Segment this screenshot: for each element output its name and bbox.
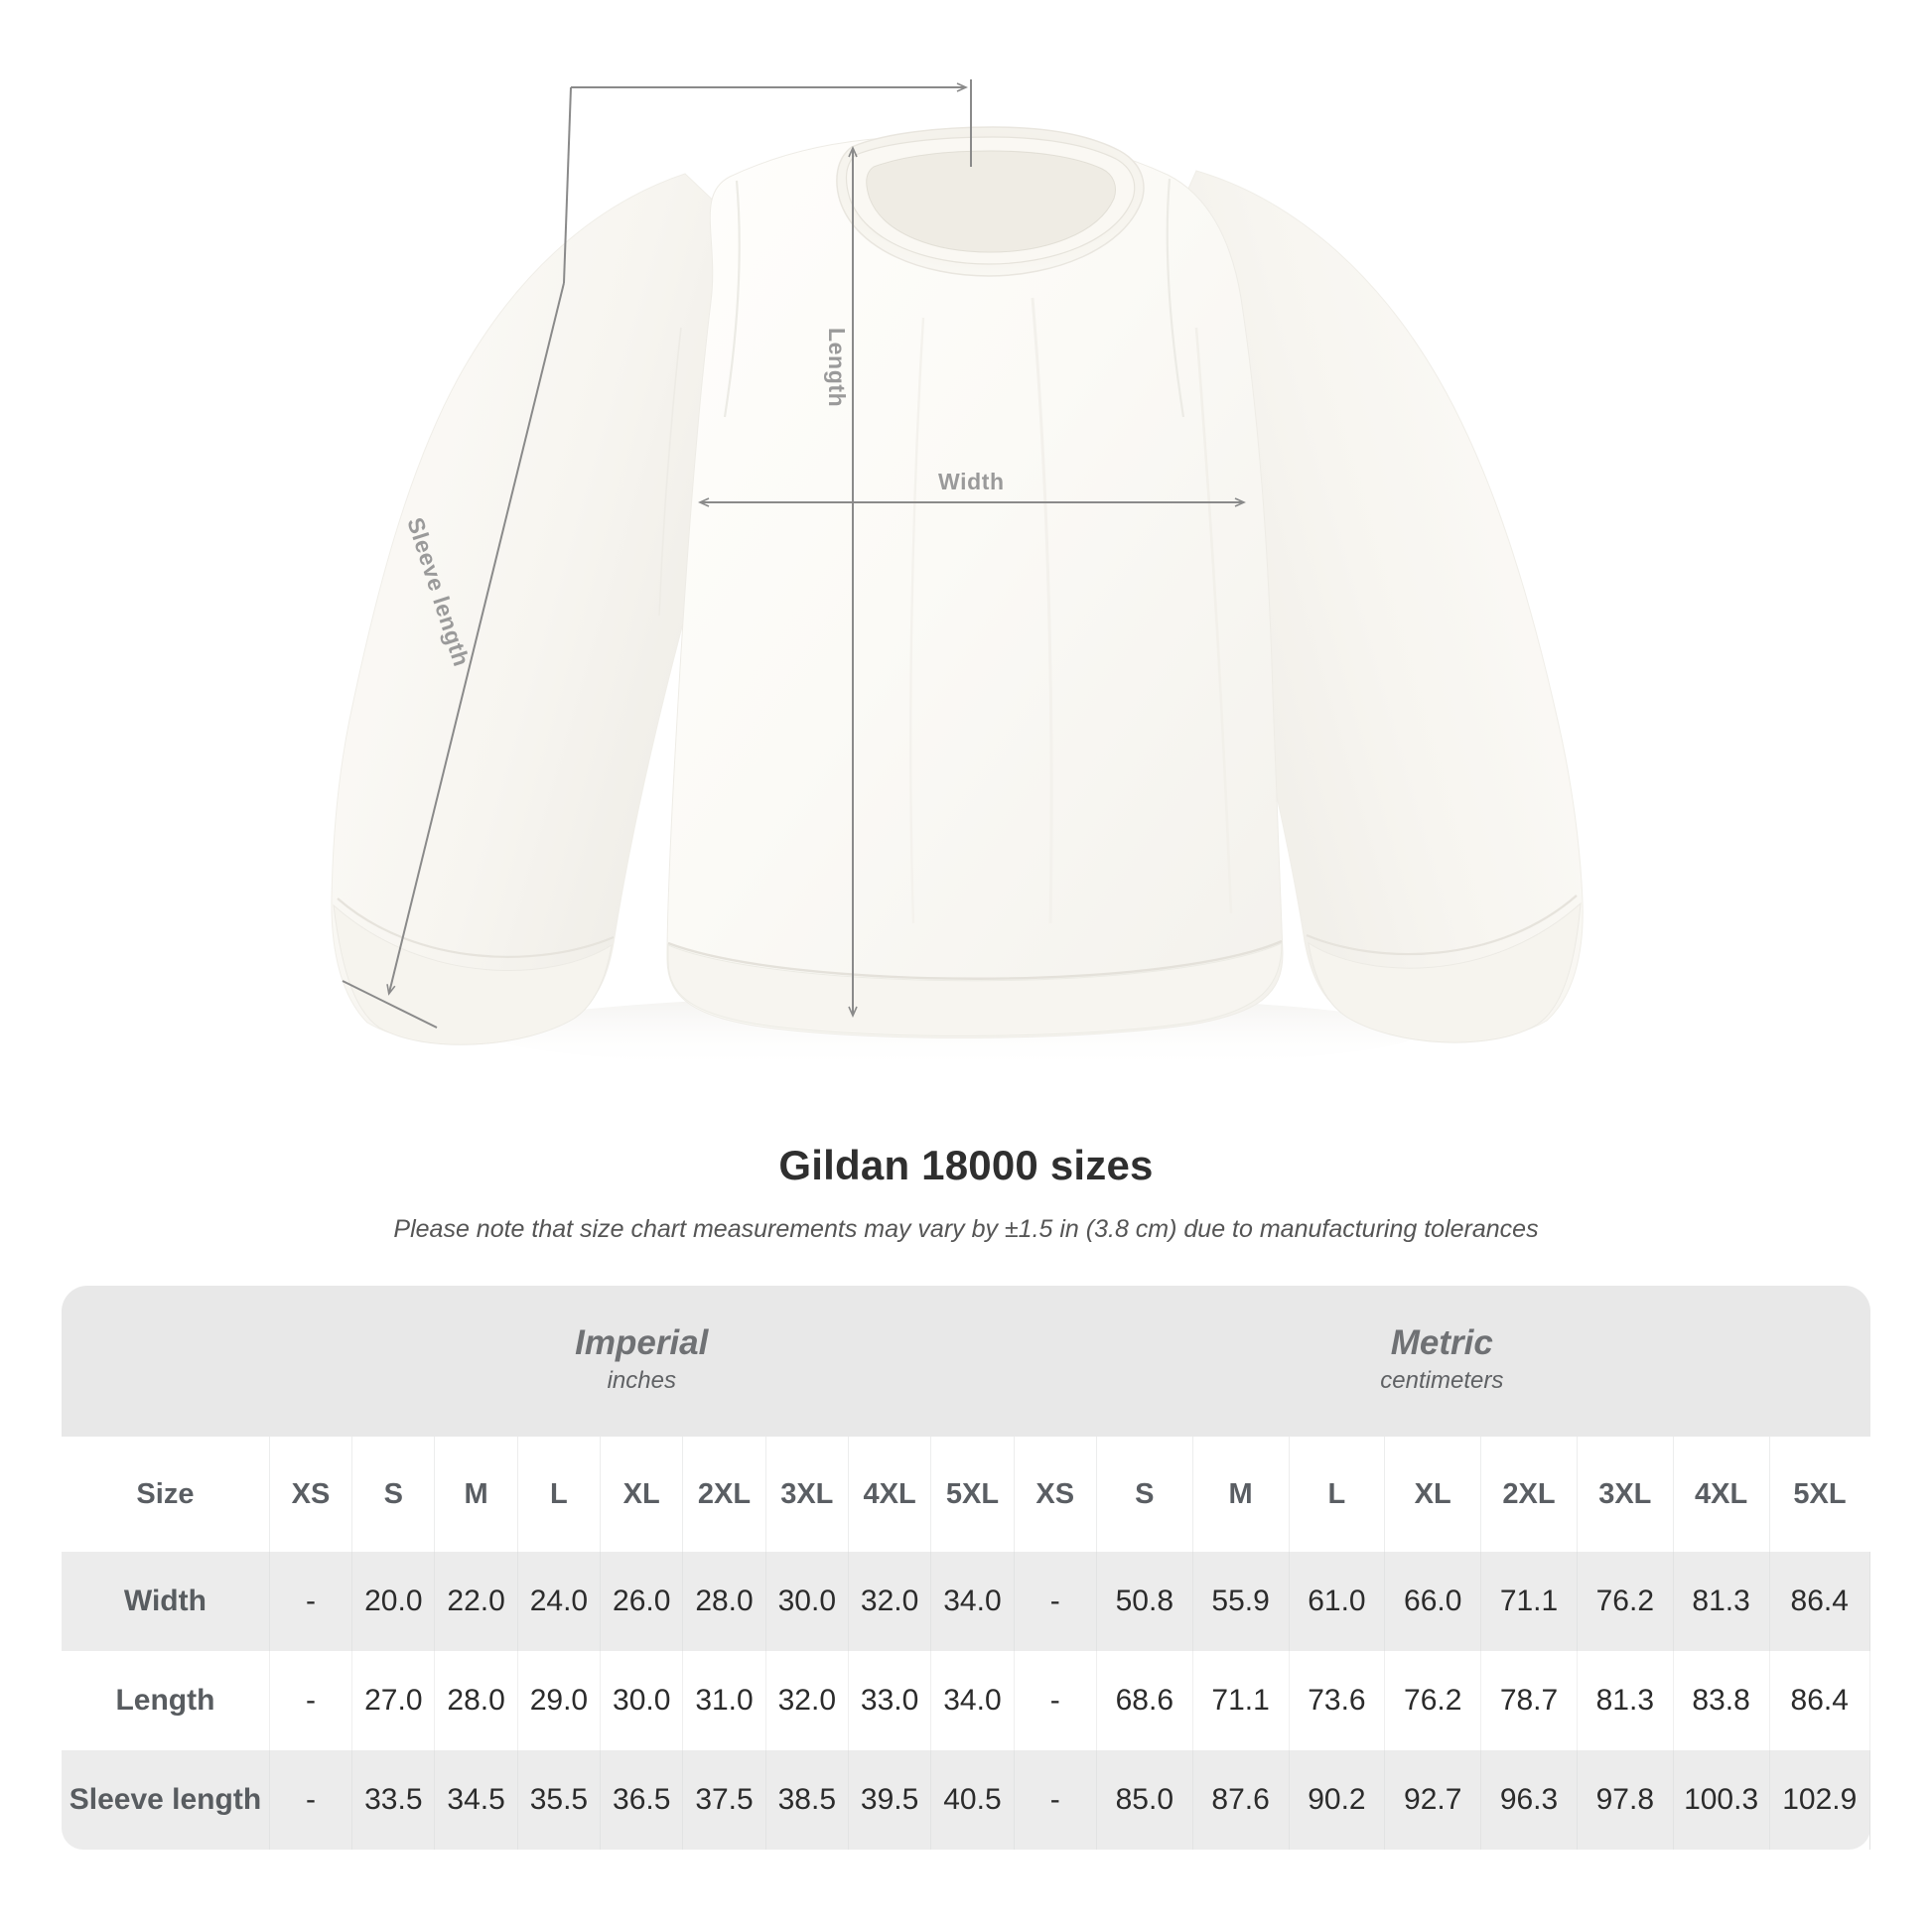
row-label-sleeve-length: Sleeve length: [62, 1750, 270, 1850]
size-header-imperial-4xl: 4XL: [848, 1437, 932, 1552]
cell-width-metric-3xl: 76.2: [1577, 1552, 1674, 1651]
cell-width-imperial-xs: -: [269, 1552, 353, 1651]
cell-length-imperial-2xl: 31.0: [682, 1651, 766, 1750]
cell-width-imperial-s: 20.0: [351, 1552, 436, 1651]
sleeve-length-guide: [342, 86, 958, 1029]
size-header-metric-l: L: [1289, 1437, 1386, 1552]
table-row: Length - 27.0 28.0 29.0 30.0 31.0 32.0 3…: [62, 1651, 1870, 1750]
cell-width-metric-s: 50.8: [1096, 1552, 1193, 1651]
cell-length-imperial-xs: -: [269, 1651, 353, 1750]
cell-length-metric-l: 73.6: [1289, 1651, 1386, 1750]
size-chart-table-wrapper: Imperial inches Metric centimeters Size …: [62, 1286, 1870, 1850]
cell-length-metric-2xl: 78.7: [1480, 1651, 1578, 1750]
cell-sleeve-metric-m: 87.6: [1192, 1750, 1290, 1850]
cell-width-metric-xs: -: [1014, 1552, 1097, 1651]
cell-width-imperial-3xl: 30.0: [765, 1552, 849, 1651]
cell-length-imperial-s: 27.0: [351, 1651, 436, 1750]
cell-width-imperial-2xl: 28.0: [682, 1552, 766, 1651]
size-header-imperial-s: S: [351, 1437, 436, 1552]
title-block: Gildan 18000 sizes Please note that size…: [0, 1132, 1932, 1244]
cell-length-metric-4xl: 83.8: [1673, 1651, 1770, 1750]
cell-sleeve-metric-5xl: 102.9: [1769, 1750, 1870, 1850]
imperial-label: Imperial: [575, 1322, 709, 1362]
size-header-imperial-xl: XL: [600, 1437, 684, 1552]
cell-length-metric-s: 68.6: [1096, 1651, 1193, 1750]
cell-width-metric-m: 55.9: [1192, 1552, 1290, 1651]
unit-header-row: Imperial inches Metric centimeters: [62, 1286, 1870, 1437]
cell-length-metric-5xl: 86.4: [1769, 1651, 1870, 1750]
row-label-length: Length: [62, 1651, 270, 1750]
unit-blank-cell: [62, 1286, 270, 1437]
length-dimension-label: Length: [824, 328, 850, 408]
cell-width-imperial-m: 22.0: [434, 1552, 518, 1651]
cell-width-imperial-4xl: 32.0: [848, 1552, 932, 1651]
size-header-metric-4xl: 4XL: [1673, 1437, 1770, 1552]
size-header-imperial-2xl: 2XL: [682, 1437, 766, 1552]
size-header-metric-5xl: 5XL: [1769, 1437, 1870, 1552]
size-header-imperial-3xl: 3XL: [765, 1437, 849, 1552]
cell-length-imperial-m: 28.0: [434, 1651, 518, 1750]
metric-unit-cell: Metric centimeters: [1014, 1286, 1870, 1437]
cell-width-imperial-5xl: 34.0: [930, 1552, 1015, 1651]
cell-length-metric-xl: 76.2: [1384, 1651, 1482, 1750]
cell-length-imperial-4xl: 33.0: [848, 1651, 932, 1750]
sweatshirt-illustration: [331, 79, 1584, 1070]
size-header-metric-m: M: [1192, 1437, 1290, 1552]
size-header-imperial-m: M: [434, 1437, 518, 1552]
cell-width-metric-2xl: 71.1: [1480, 1552, 1578, 1651]
table-row: Sleeve length - 33.5 34.5 35.5 36.5 37.5…: [62, 1750, 1870, 1850]
cell-length-metric-xs: -: [1014, 1651, 1097, 1750]
cell-sleeve-imperial-s: 33.5: [351, 1750, 436, 1850]
cell-length-imperial-3xl: 32.0: [765, 1651, 849, 1750]
size-header-imperial-5xl: 5XL: [930, 1437, 1015, 1552]
row-label-width: Width: [62, 1552, 270, 1651]
cell-width-imperial-l: 24.0: [517, 1552, 602, 1651]
cell-sleeve-imperial-m: 34.5: [434, 1750, 518, 1850]
cell-length-metric-m: 71.1: [1192, 1651, 1290, 1750]
cell-sleeve-imperial-xs: -: [269, 1750, 353, 1850]
cell-sleeve-metric-l: 90.2: [1289, 1750, 1386, 1850]
size-header-metric-s: S: [1096, 1437, 1193, 1552]
cell-length-imperial-5xl: 34.0: [930, 1651, 1015, 1750]
size-chart-table: Imperial inches Metric centimeters Size …: [62, 1286, 1870, 1850]
cell-sleeve-imperial-xl: 36.5: [600, 1750, 684, 1850]
cell-length-imperial-l: 29.0: [517, 1651, 602, 1750]
size-header-metric-3xl: 3XL: [1577, 1437, 1674, 1552]
page-title: Gildan 18000 sizes: [778, 1142, 1154, 1188]
size-header-metric-2xl: 2XL: [1480, 1437, 1578, 1552]
size-header-metric-xs: XS: [1014, 1437, 1097, 1552]
cell-width-metric-5xl: 86.4: [1769, 1552, 1870, 1651]
cell-sleeve-imperial-2xl: 37.5: [682, 1750, 766, 1850]
cell-sleeve-imperial-l: 35.5: [517, 1750, 602, 1850]
cell-sleeve-imperial-5xl: 40.5: [930, 1750, 1015, 1850]
size-column-header: Size: [62, 1437, 270, 1552]
cell-sleeve-metric-xl: 92.7: [1384, 1750, 1482, 1850]
size-header-metric-xl: XL: [1384, 1437, 1482, 1552]
cell-length-metric-3xl: 81.3: [1577, 1651, 1674, 1750]
cell-sleeve-metric-xs: -: [1014, 1750, 1097, 1850]
cell-sleeve-metric-s: 85.0: [1096, 1750, 1193, 1850]
cell-sleeve-imperial-4xl: 39.5: [848, 1750, 932, 1850]
size-header-row: Size XS S M L XL 2XL 3XL 4XL 5XL XS S M …: [62, 1437, 1870, 1552]
cell-sleeve-metric-4xl: 100.3: [1673, 1750, 1770, 1850]
cell-length-imperial-xl: 30.0: [600, 1651, 684, 1750]
metric-label: Metric: [1390, 1322, 1493, 1362]
garment-diagram: Length Width Sleeve length: [331, 79, 1584, 1070]
table-row: Width - 20.0 22.0 24.0 26.0 28.0 30.0 32…: [62, 1552, 1870, 1651]
width-dimension-label: Width: [938, 469, 1005, 494]
cell-sleeve-metric-2xl: 96.3: [1480, 1750, 1578, 1850]
metric-sublabel: centimeters: [1380, 1367, 1504, 1395]
imperial-unit-cell: Imperial inches: [269, 1286, 1015, 1437]
cell-sleeve-metric-3xl: 97.8: [1577, 1750, 1674, 1850]
size-header-imperial-xs: XS: [269, 1437, 353, 1552]
sleeve-start-tick: [956, 79, 972, 167]
size-header-imperial-l: L: [517, 1437, 602, 1552]
cell-width-imperial-xl: 26.0: [600, 1552, 684, 1651]
cell-width-metric-4xl: 81.3: [1673, 1552, 1770, 1651]
cell-width-metric-l: 61.0: [1289, 1552, 1386, 1651]
cell-width-metric-xl: 66.0: [1384, 1552, 1482, 1651]
tolerance-note: Please note that size chart measurements…: [393, 1215, 1539, 1243]
cell-sleeve-imperial-3xl: 38.5: [765, 1750, 849, 1850]
imperial-sublabel: inches: [607, 1367, 676, 1395]
